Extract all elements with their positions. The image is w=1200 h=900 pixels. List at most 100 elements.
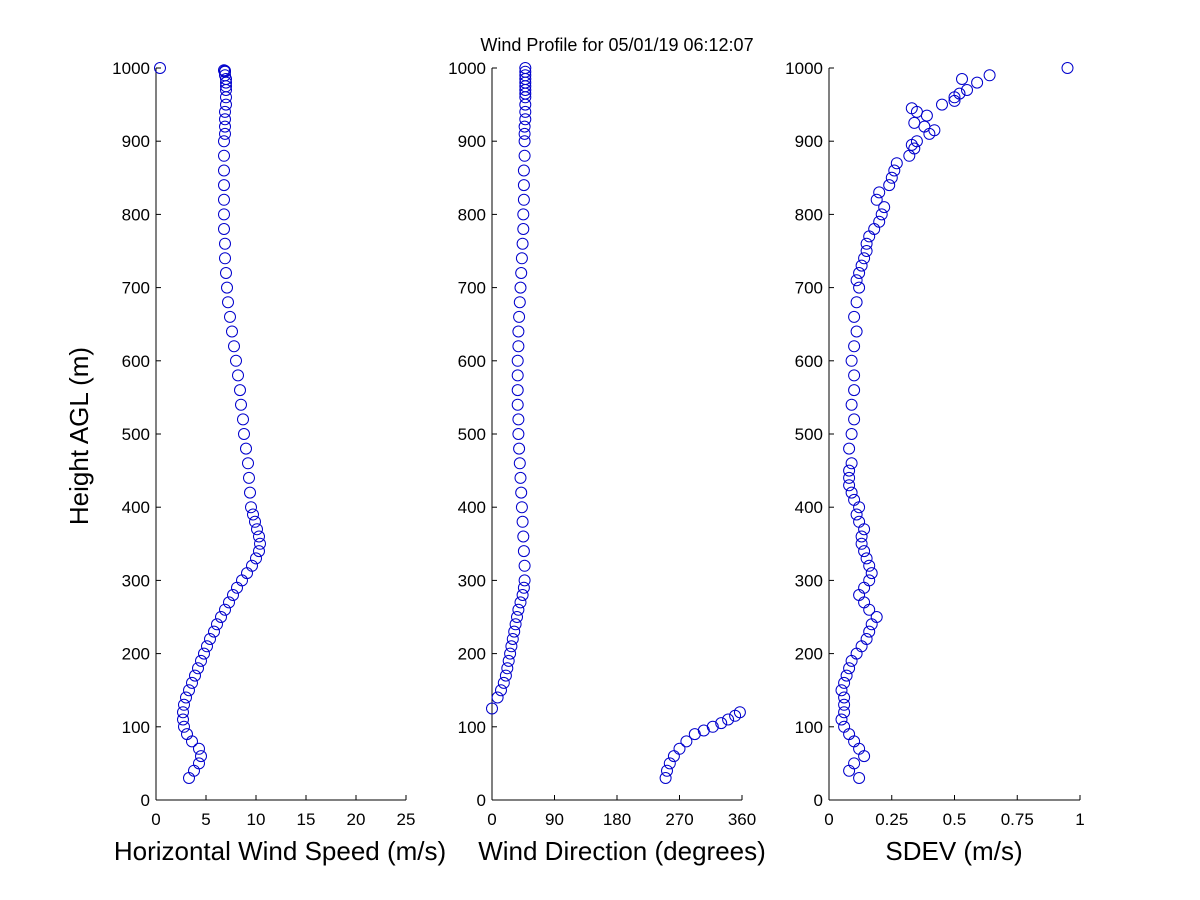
data-point — [1061, 62, 1074, 74]
data-point — [222, 296, 234, 309]
data-point — [512, 325, 525, 338]
data-point — [223, 596, 235, 609]
data-point — [219, 113, 231, 126]
data-point — [204, 633, 216, 645]
data-point — [518, 574, 531, 587]
data-point — [501, 662, 514, 675]
data-point — [509, 618, 522, 631]
data-point — [519, 69, 532, 82]
data-point — [218, 164, 230, 177]
data-point — [219, 69, 231, 82]
y-tick-label: 600 — [458, 352, 486, 371]
data-point — [858, 252, 871, 265]
data-point — [495, 684, 507, 697]
data-point — [219, 127, 231, 140]
data-point — [870, 193, 883, 206]
data-point — [860, 552, 873, 565]
data-point — [838, 706, 851, 719]
data-point — [870, 611, 883, 623]
data-point — [183, 772, 195, 784]
data-point — [848, 735, 861, 748]
data-point — [853, 742, 866, 755]
data-point — [513, 457, 526, 470]
y-tick-label: 900 — [458, 132, 486, 151]
data-point — [218, 179, 230, 192]
y-tick-label: 500 — [795, 425, 823, 444]
data-point — [515, 501, 528, 514]
data-point — [218, 208, 230, 221]
data-point — [518, 127, 531, 140]
y-tick-label: 200 — [458, 645, 486, 664]
y-tick-label: 800 — [795, 205, 823, 224]
data-point — [219, 120, 231, 133]
x-tick-label: 90 — [545, 810, 564, 829]
data-point — [246, 559, 258, 572]
data-point — [513, 296, 526, 309]
data-point — [850, 325, 863, 338]
data-point — [186, 676, 198, 689]
data-point — [873, 215, 886, 228]
y-tick-label: 200 — [795, 645, 823, 664]
x-tick-label: 15 — [297, 810, 316, 829]
data-point — [250, 552, 262, 565]
data-point — [850, 508, 863, 521]
data-point — [848, 340, 861, 353]
y-tick-label: 1000 — [112, 59, 150, 78]
data-point — [177, 713, 189, 726]
data-point — [853, 589, 866, 601]
data-point — [219, 603, 231, 616]
data-point — [890, 157, 903, 170]
y-axis-label: Height AGL (m) — [64, 347, 94, 525]
data-point — [208, 625, 220, 638]
data-point — [508, 625, 521, 638]
x-tick-label: 360 — [728, 810, 756, 829]
data-point — [843, 479, 856, 492]
data-point — [237, 413, 249, 426]
data-point — [516, 589, 529, 601]
data-point — [956, 73, 968, 85]
data-point — [733, 706, 746, 719]
data-point — [961, 84, 973, 96]
y-tick-label: 700 — [458, 279, 486, 298]
data-point — [853, 501, 866, 514]
data-point — [253, 530, 265, 543]
data-point — [235, 398, 247, 411]
data-point — [232, 369, 244, 382]
data-point — [908, 142, 921, 155]
data-point — [236, 574, 248, 587]
data-point — [715, 717, 728, 730]
y-tick-label: 800 — [458, 205, 486, 224]
data-point — [195, 654, 207, 667]
x-tick-label: 20 — [347, 810, 366, 829]
data-point — [863, 603, 876, 616]
y-tick-label: 300 — [795, 571, 823, 590]
data-point — [224, 310, 236, 323]
data-point — [245, 501, 257, 514]
data-point — [855, 640, 868, 653]
data-point — [853, 267, 866, 279]
data-point — [195, 750, 207, 763]
data-point — [220, 267, 232, 279]
y-tick-label: 700 — [795, 279, 823, 298]
data-point — [211, 618, 223, 631]
data-point — [486, 702, 498, 715]
data-point — [218, 223, 230, 235]
x-axis-label: Wind Direction (degrees) — [478, 836, 766, 866]
x-tick-label: 0.25 — [875, 810, 908, 829]
data-point — [663, 757, 676, 770]
data-point — [918, 120, 931, 133]
data-point — [519, 113, 532, 126]
data-point — [850, 274, 863, 287]
data-point — [193, 742, 205, 755]
y-tick-label: 400 — [122, 498, 150, 517]
data-point — [188, 764, 200, 777]
data-point — [519, 62, 532, 74]
data-point — [835, 713, 848, 726]
data-point — [243, 471, 255, 484]
data-point — [512, 413, 525, 426]
data-point — [189, 669, 201, 682]
data-point — [519, 105, 532, 118]
data-points — [486, 62, 746, 784]
x-axis-label: SDEV (m/s) — [885, 836, 1022, 866]
